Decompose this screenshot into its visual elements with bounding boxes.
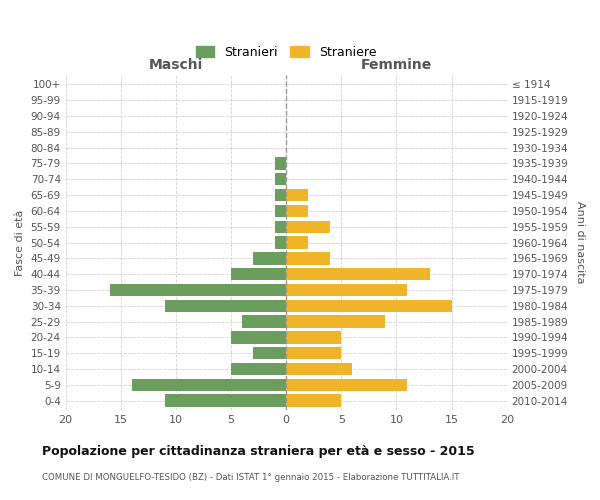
Bar <box>110 284 286 296</box>
Text: Maschi: Maschi <box>149 58 203 72</box>
Bar <box>286 331 341 344</box>
Y-axis label: Fasce di età: Fasce di età <box>15 210 25 276</box>
Legend: Stranieri, Straniere: Stranieri, Straniere <box>191 41 382 64</box>
Y-axis label: Anni di nascita: Anni di nascita <box>575 202 585 284</box>
Bar <box>286 378 407 391</box>
Text: Femmine: Femmine <box>361 58 432 72</box>
Bar <box>132 378 286 391</box>
Bar <box>231 363 286 375</box>
Bar <box>286 189 308 202</box>
Bar <box>253 347 286 360</box>
Bar <box>286 268 430 280</box>
Bar <box>286 347 341 360</box>
Bar <box>286 284 407 296</box>
Bar <box>275 220 286 233</box>
Bar <box>286 300 452 312</box>
Text: Popolazione per cittadinanza straniera per età e sesso - 2015: Popolazione per cittadinanza straniera p… <box>42 445 475 458</box>
Bar <box>242 316 286 328</box>
Bar <box>275 205 286 217</box>
Bar <box>286 205 308 217</box>
Bar <box>275 236 286 248</box>
Bar <box>286 236 308 248</box>
Bar <box>165 300 286 312</box>
Bar <box>286 220 331 233</box>
Bar <box>275 173 286 186</box>
Bar <box>253 252 286 264</box>
Bar <box>286 252 331 264</box>
Bar <box>231 331 286 344</box>
Bar <box>275 158 286 170</box>
Bar <box>231 268 286 280</box>
Bar <box>275 189 286 202</box>
Bar <box>286 363 352 375</box>
Bar <box>286 316 385 328</box>
Bar <box>165 394 286 407</box>
Text: COMUNE DI MONGUELFO-TESIDO (BZ) - Dati ISTAT 1° gennaio 2015 - Elaborazione TUTT: COMUNE DI MONGUELFO-TESIDO (BZ) - Dati I… <box>42 472 460 482</box>
Bar <box>286 394 341 407</box>
